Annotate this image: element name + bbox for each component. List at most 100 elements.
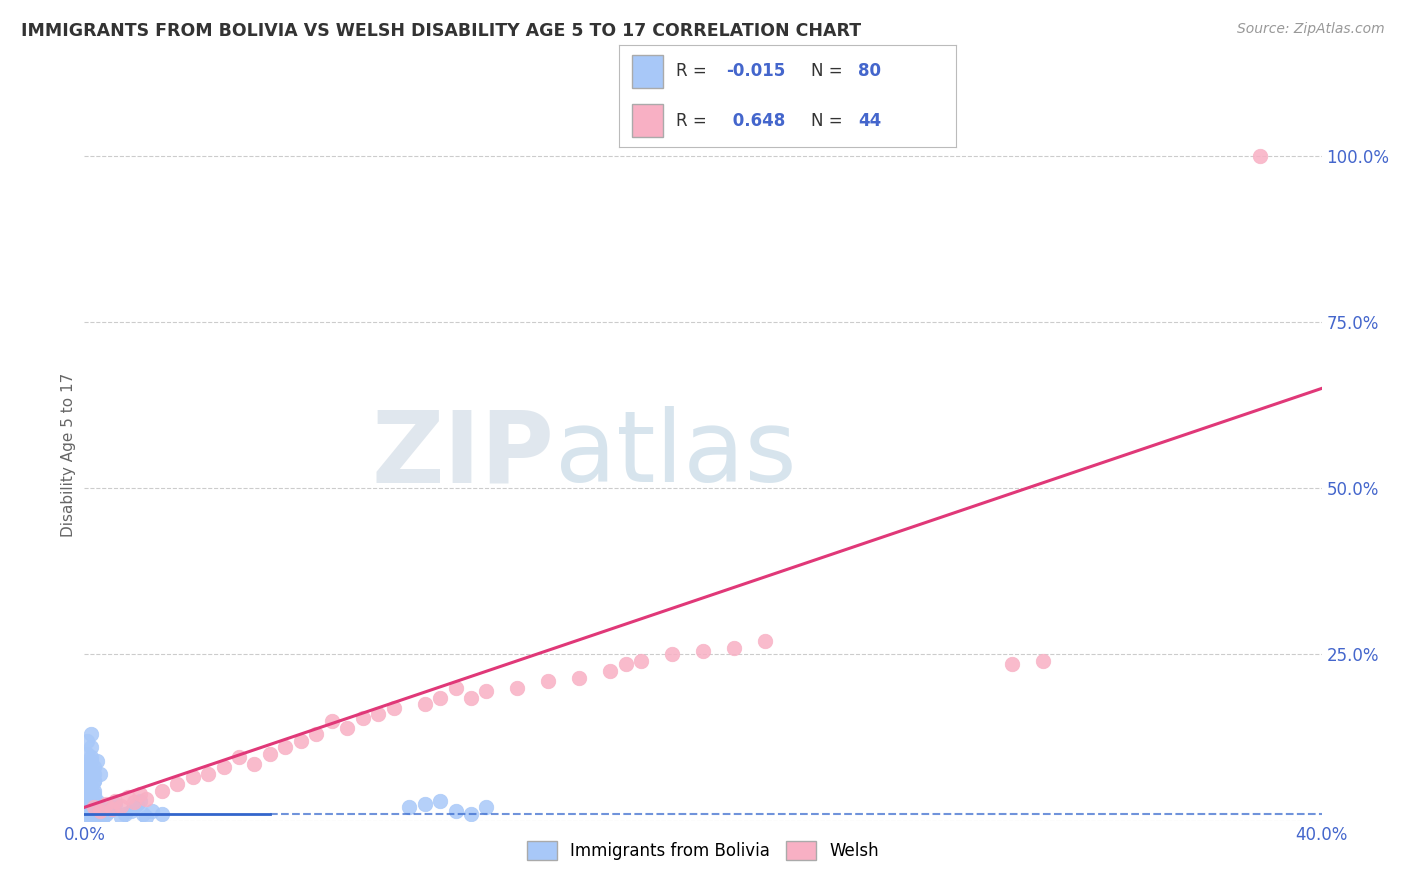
- Point: [83, 810, 105, 824]
- Point: [76, 777, 98, 791]
- Point: [89, 810, 111, 824]
- Point: [141, 804, 163, 818]
- Point: [129, 787, 152, 801]
- Point: [110, 810, 132, 824]
- Point: [630, 654, 652, 668]
- Text: IMMIGRANTS FROM BOLIVIA VS WELSH DISABILITY AGE 5 TO 17 CORRELATION CHART: IMMIGRANTS FROM BOLIVIA VS WELSH DISABIL…: [21, 22, 862, 40]
- Bar: [633, 104, 662, 137]
- Point: [166, 777, 188, 791]
- Point: [76, 760, 98, 774]
- Point: [197, 767, 219, 781]
- Point: [76, 797, 98, 811]
- Point: [429, 794, 451, 808]
- Point: [321, 714, 343, 728]
- Point: [83, 773, 105, 788]
- Point: [537, 673, 560, 688]
- Point: [94, 797, 117, 811]
- Point: [86, 804, 108, 818]
- Point: [122, 795, 145, 809]
- Point: [86, 800, 108, 814]
- Point: [754, 634, 776, 648]
- Point: [89, 804, 111, 818]
- Point: [76, 807, 98, 822]
- Point: [101, 802, 124, 816]
- Point: [104, 794, 127, 808]
- Point: [76, 764, 98, 778]
- Point: [228, 750, 250, 764]
- Point: [243, 757, 266, 772]
- Point: [114, 807, 136, 822]
- Point: [475, 800, 498, 814]
- Point: [382, 700, 405, 714]
- Text: Source: ZipAtlas.com: Source: ZipAtlas.com: [1237, 22, 1385, 37]
- Point: [89, 804, 111, 818]
- Text: ZIP: ZIP: [371, 407, 554, 503]
- Point: [398, 800, 420, 814]
- Point: [83, 807, 105, 822]
- Point: [367, 707, 389, 722]
- Point: [110, 799, 132, 814]
- Point: [475, 684, 498, 698]
- Point: [89, 807, 111, 822]
- Point: [120, 804, 142, 818]
- Point: [413, 698, 436, 712]
- Point: [150, 807, 173, 822]
- Point: [1032, 654, 1054, 668]
- Text: atlas: atlas: [554, 407, 796, 503]
- Point: [79, 780, 101, 795]
- Point: [661, 648, 683, 662]
- Point: [336, 721, 359, 735]
- Point: [101, 800, 124, 814]
- Point: [76, 780, 98, 795]
- Point: [104, 797, 127, 811]
- Point: [79, 750, 101, 764]
- Point: [83, 790, 105, 805]
- Point: [83, 800, 105, 814]
- Point: [83, 760, 105, 774]
- Point: [692, 644, 714, 658]
- Point: [89, 800, 111, 814]
- Point: [76, 800, 98, 814]
- Point: [568, 671, 591, 685]
- Point: [79, 754, 101, 768]
- Point: [83, 787, 105, 801]
- Point: [83, 794, 105, 808]
- Text: R =: R =: [676, 112, 711, 129]
- Point: [305, 727, 328, 741]
- Point: [274, 740, 297, 755]
- Point: [1249, 149, 1271, 163]
- Point: [83, 773, 105, 788]
- Point: [83, 767, 105, 781]
- Point: [76, 787, 98, 801]
- Point: [91, 810, 114, 824]
- Point: [86, 797, 108, 811]
- Point: [79, 787, 101, 801]
- Text: 80: 80: [858, 62, 882, 80]
- Point: [76, 794, 98, 808]
- Text: -0.015: -0.015: [727, 62, 786, 80]
- Point: [723, 640, 745, 655]
- Point: [83, 800, 105, 814]
- Legend: Immigrants from Bolivia, Welsh: Immigrants from Bolivia, Welsh: [520, 835, 886, 867]
- Y-axis label: Disability Age 5 to 17: Disability Age 5 to 17: [60, 373, 76, 537]
- Point: [135, 810, 157, 824]
- Point: [83, 783, 105, 797]
- Text: 44: 44: [858, 112, 882, 129]
- Point: [413, 797, 436, 811]
- Point: [76, 810, 98, 824]
- Point: [132, 807, 155, 822]
- Point: [444, 681, 467, 695]
- Point: [83, 797, 105, 811]
- Point: [150, 783, 173, 797]
- Point: [86, 794, 108, 808]
- Point: [614, 657, 637, 672]
- Bar: [633, 55, 662, 87]
- Point: [89, 767, 111, 781]
- Point: [122, 800, 145, 814]
- Point: [259, 747, 281, 761]
- Text: N =: N =: [811, 62, 848, 80]
- Point: [86, 754, 108, 768]
- Point: [76, 790, 98, 805]
- Point: [79, 800, 101, 814]
- Point: [79, 740, 101, 755]
